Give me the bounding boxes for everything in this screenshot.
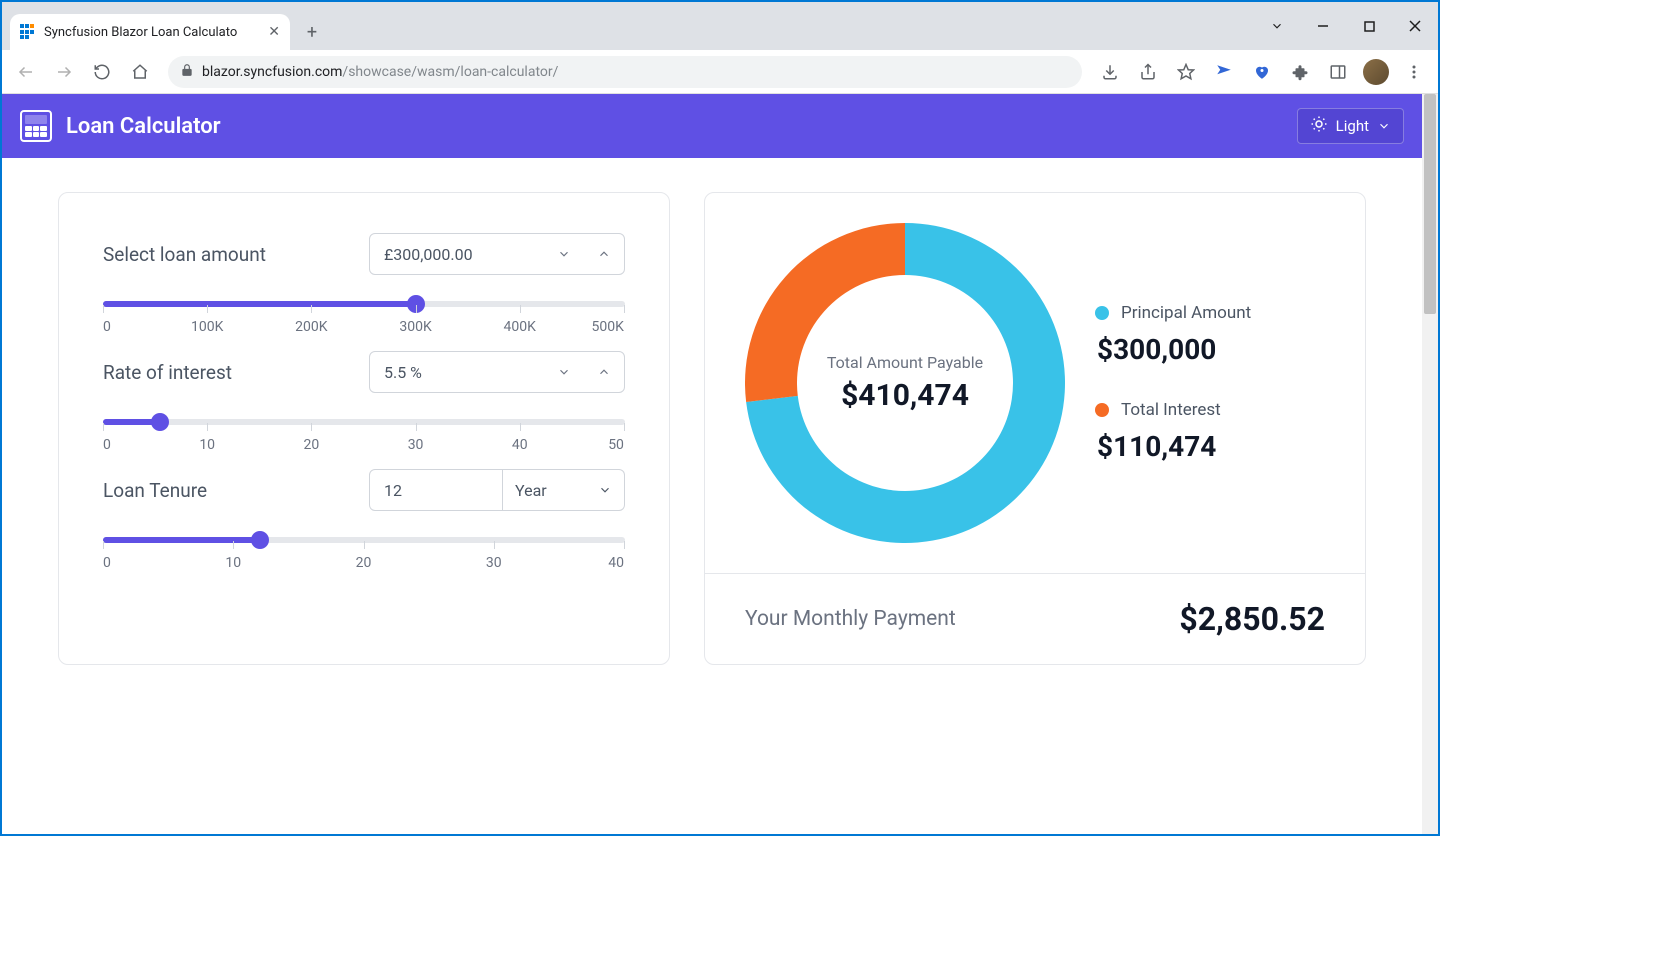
theme-label: Light	[1336, 117, 1369, 135]
tenure-label: Loan Tenure	[103, 479, 207, 502]
favicon-icon	[20, 24, 36, 40]
rate-label: Rate of interest	[103, 361, 232, 384]
chevron-down-icon	[598, 483, 612, 497]
chevron-down-icon	[1377, 119, 1391, 133]
profile-avatar[interactable]	[1360, 56, 1392, 88]
new-tab-button[interactable]: +	[298, 18, 326, 46]
donut-center-value: $410,474	[841, 378, 969, 413]
spin-up-button[interactable]	[584, 234, 624, 274]
app-logo-icon	[20, 110, 52, 142]
lock-icon	[180, 62, 194, 81]
star-icon[interactable]	[1170, 56, 1202, 88]
url-text: blazor.syncfusion.com/showcase/wasm/loan…	[202, 64, 1070, 80]
donut-chart: Total Amount Payable $410,474	[745, 223, 1065, 543]
loan-amount-slider[interactable]	[103, 301, 625, 307]
loan-amount-value: £300,000.00	[370, 245, 544, 264]
sun-icon	[1310, 115, 1328, 137]
spin-down-button[interactable]	[544, 352, 584, 392]
inputs-card: Select loan amount £300,000.00	[58, 192, 670, 665]
extension-1-icon[interactable]	[1208, 56, 1240, 88]
spin-down-button[interactable]	[544, 234, 584, 274]
tab-close-icon[interactable]: ✕	[268, 24, 280, 40]
tenure-value: 12	[370, 481, 502, 500]
scrollbar-thumb[interactable]	[1424, 94, 1436, 314]
tenure-unit-select[interactable]: Year	[503, 469, 625, 511]
spin-up-button[interactable]	[584, 352, 624, 392]
home-button[interactable]	[124, 56, 156, 88]
legend-dot-interest	[1095, 403, 1109, 417]
rate-slider[interactable]	[103, 419, 625, 425]
tenure-input[interactable]: 12	[369, 469, 503, 511]
share-icon[interactable]	[1132, 56, 1164, 88]
monthly-value: $2,850.52	[1179, 600, 1325, 638]
browser-titlebar: Syncfusion Blazor Loan Calculato ✕ +	[2, 2, 1438, 50]
app-header: Loan Calculator Light	[2, 94, 1422, 158]
browser-tab[interactable]: Syncfusion Blazor Loan Calculato ✕	[10, 14, 290, 50]
results-card: Total Amount Payable $410,474 Principal …	[704, 192, 1366, 665]
reload-button[interactable]	[86, 56, 118, 88]
tab-title: Syncfusion Blazor Loan Calculato	[44, 25, 260, 40]
loan-amount-label: Select loan amount	[103, 243, 266, 266]
slider-handle[interactable]	[151, 413, 169, 431]
donut-center-label: Total Amount Payable	[827, 353, 983, 372]
legend-interest-value: $110,474	[1097, 430, 1251, 463]
rate-value: 5.5 %	[370, 363, 544, 382]
tenure-unit-value: Year	[515, 481, 590, 500]
menu-icon[interactable]	[1398, 56, 1430, 88]
browser-toolbar: blazor.syncfusion.com/showcase/wasm/loan…	[2, 50, 1438, 94]
extensions-icon[interactable]	[1284, 56, 1316, 88]
legend-dot-principal	[1095, 306, 1109, 320]
theme-toggle-button[interactable]: Light	[1297, 108, 1404, 144]
app-title: Loan Calculator	[66, 114, 221, 139]
vertical-scrollbar[interactable]	[1422, 94, 1438, 834]
address-bar[interactable]: blazor.syncfusion.com/showcase/wasm/loan…	[168, 56, 1082, 88]
window-maximize-button[interactable]	[1346, 2, 1392, 50]
legend-principal-label: Principal Amount	[1121, 303, 1251, 323]
window-close-button[interactable]	[1392, 2, 1438, 50]
legend-principal-value: $300,000	[1097, 333, 1251, 366]
sidepanel-icon[interactable]	[1322, 56, 1354, 88]
forward-button[interactable]	[48, 56, 80, 88]
extension-2-icon[interactable]	[1246, 56, 1278, 88]
monthly-payment-row: Your Monthly Payment $2,850.52	[705, 573, 1365, 664]
download-icon[interactable]	[1094, 56, 1126, 88]
chevron-down-icon[interactable]	[1254, 2, 1300, 50]
loan-amount-input[interactable]: £300,000.00	[369, 233, 625, 275]
legend-interest-label: Total Interest	[1121, 400, 1221, 420]
back-button[interactable]	[10, 56, 42, 88]
window-minimize-button[interactable]	[1300, 2, 1346, 50]
monthly-label: Your Monthly Payment	[745, 607, 956, 631]
slider-handle[interactable]	[251, 531, 269, 549]
rate-input[interactable]: 5.5 %	[369, 351, 625, 393]
